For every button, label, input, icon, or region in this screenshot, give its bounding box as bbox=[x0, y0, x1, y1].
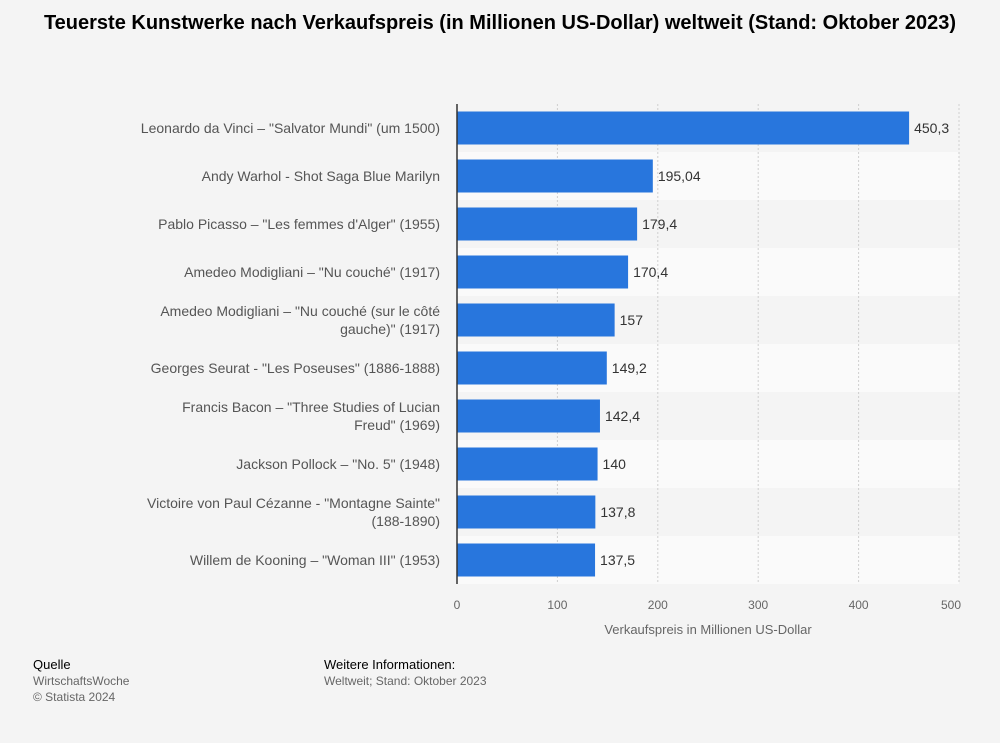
bar bbox=[457, 159, 653, 193]
data-label: 179,4 bbox=[642, 216, 677, 232]
source-heading: Quelle bbox=[33, 657, 71, 672]
x-tick-label: 400 bbox=[849, 598, 869, 612]
bar bbox=[457, 543, 596, 577]
data-label: 450,3 bbox=[914, 120, 949, 136]
data-label: 195,04 bbox=[658, 168, 701, 184]
data-label: 140 bbox=[603, 456, 627, 472]
data-label: 149,2 bbox=[612, 360, 647, 376]
bar bbox=[457, 255, 629, 289]
category-label: Jackson Pollock – "No. 5" (1948) bbox=[236, 456, 440, 472]
bar bbox=[457, 207, 638, 241]
category-label: Pablo Picasso – "Les femmes d'Alger" (19… bbox=[158, 216, 440, 232]
bar bbox=[457, 495, 596, 529]
bar bbox=[457, 447, 598, 481]
category-label: Amedeo Modigliani – "Nu couché" (1917) bbox=[184, 264, 440, 280]
x-tick-label: 200 bbox=[648, 598, 668, 612]
bar bbox=[457, 111, 910, 145]
bar-chart: 450,3 Leonardo da Vinci – "Salvator Mundi… bbox=[141, 104, 961, 637]
info-text: Weltweit; Stand: Oktober 2023 bbox=[324, 674, 487, 688]
data-label: 157 bbox=[620, 312, 644, 328]
category-label: Georges Seurat - "Les Poseuses" (1886-18… bbox=[151, 360, 440, 376]
bar bbox=[457, 399, 600, 433]
data-label: 170,4 bbox=[633, 264, 668, 280]
x-tick-label: 0 bbox=[454, 598, 461, 612]
source-name: WirtschaftsWoche bbox=[33, 674, 130, 688]
data-label: 137,8 bbox=[600, 504, 635, 520]
x-tick-label: 500 bbox=[941, 598, 961, 612]
x-tick-label: 300 bbox=[748, 598, 768, 612]
chart-title: Teuerste Kunstwerke nach Verkaufspreis (… bbox=[43, 12, 957, 34]
bar bbox=[457, 303, 615, 337]
x-axis-title: Verkaufspreis in Millionen US-Dollar bbox=[604, 622, 812, 637]
copyright: © Statista 2024 bbox=[33, 690, 116, 704]
data-label: 137,5 bbox=[600, 552, 635, 568]
data-label: 142,4 bbox=[605, 408, 640, 424]
info-block: Weitere Informationen: Weltweit; Stand: … bbox=[324, 657, 487, 689]
category-label: Francis Bacon – "Three Studies of Lucian… bbox=[182, 399, 440, 433]
category-label: Victoire von Paul Cézanne - "Montagne Sa… bbox=[147, 495, 440, 529]
category-label: Andy Warhol - Shot Saga Blue Marilyn bbox=[202, 168, 440, 184]
source-block: Quelle WirtschaftsWoche © Statista 2024 bbox=[33, 657, 129, 705]
category-label: Leonardo da Vinci – "Salvator Mundi" (um… bbox=[141, 120, 440, 136]
category-label: Amedeo Modigliani – "Nu couché (sur le c… bbox=[160, 303, 440, 337]
x-tick-label: 100 bbox=[547, 598, 567, 612]
info-heading: Weitere Informationen: bbox=[324, 657, 456, 672]
bar bbox=[457, 351, 607, 385]
category-label: Willem de Kooning – "Woman III" (1953) bbox=[190, 552, 440, 568]
